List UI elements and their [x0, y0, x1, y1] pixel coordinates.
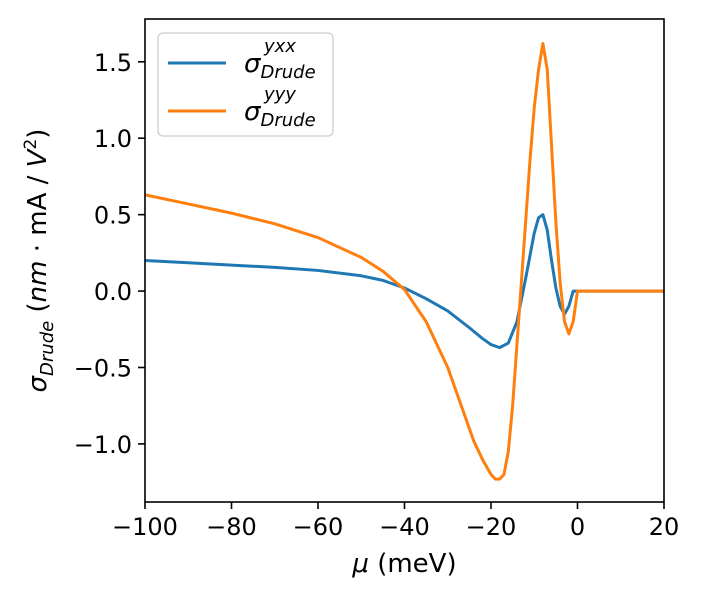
x-tick-label: −100: [112, 513, 178, 541]
x-tick-label: −60: [293, 513, 344, 541]
x-tick-label: −80: [206, 513, 257, 541]
x-tick-label: 20: [649, 513, 680, 541]
y-tick-label: 1.5: [94, 49, 132, 77]
y-tick-label: −0.5: [74, 354, 132, 382]
x-tick-label: 0: [570, 513, 585, 541]
y-axis-title: σDrude (nm · mA / V2): [21, 129, 58, 393]
y-tick-label: 1.0: [94, 125, 132, 153]
series-lines: [145, 41, 664, 481]
series-line-yyy: [145, 41, 664, 481]
y-tick-label: 0.0: [94, 278, 132, 306]
x-tick-label: −20: [466, 513, 517, 541]
legend-label-yyy: σDrudeyyy: [244, 84, 316, 131]
legend-label-yxx: σDrudeyxx: [244, 36, 316, 83]
y-tick-label: 0.5: [94, 202, 132, 230]
axis-ticks: −100 −80 −60 −40 −20 0 20 −1.0 −0.5 0.0 0.5 1.0 1.5: [74, 49, 680, 541]
y-tick-label: −1.0: [74, 431, 132, 459]
x-axis-title: μ (meV): [351, 549, 456, 579]
x-tick-label: −40: [379, 513, 430, 541]
